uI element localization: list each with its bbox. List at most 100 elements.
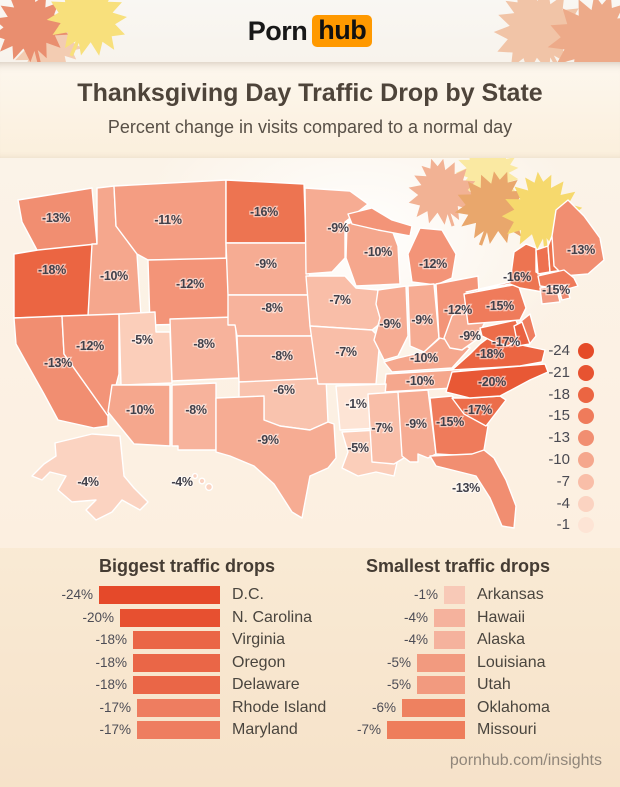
page-title: Thanksgiving Day Traffic Drop by State xyxy=(77,79,543,107)
state-connecticut xyxy=(539,285,561,305)
legend-color-dot xyxy=(578,408,594,425)
bar-state-name: Utah xyxy=(477,676,511,693)
legend-value: -15 xyxy=(548,407,570,425)
map-value-label-pa: -15% xyxy=(486,299,514,313)
legend-value: -21 xyxy=(548,363,570,381)
legend-value: -10 xyxy=(548,451,570,468)
bar-state-name: Delaware xyxy=(232,676,300,693)
map-value-label-ut: -5% xyxy=(131,333,153,347)
bar-percent-label: -18% xyxy=(95,677,127,692)
bar-percent-label: -20% xyxy=(82,609,114,625)
state-florida xyxy=(429,449,517,529)
legend-value: -18 xyxy=(548,385,570,403)
bar-percent-label: -5% xyxy=(386,677,411,692)
traffic-drop-bar xyxy=(402,698,465,717)
bar-percent-label: -17% xyxy=(99,699,131,715)
bar-percent-label: -18% xyxy=(95,654,127,670)
state-north-carolina xyxy=(445,363,549,399)
map-value-label-wy: -12% xyxy=(176,277,204,291)
traffic-drop-bar xyxy=(417,676,465,694)
map-value-label-la: -5% xyxy=(347,441,369,455)
traffic-drop-bar xyxy=(417,653,465,672)
legend-value: -4 xyxy=(556,494,570,512)
traffic-drop-bar xyxy=(434,608,465,627)
map-value-label-mt: -11% xyxy=(154,213,181,227)
map-value-label-az: -10% xyxy=(126,403,154,417)
state-texas xyxy=(215,395,337,519)
map-value-label-nc: -20% xyxy=(478,375,506,389)
legend-color-dot xyxy=(578,495,594,512)
map-labels: -13% -18% -13% -12% -10% -11% -12% -5% -8% -10% -8… xyxy=(37,204,597,497)
map-value-label-me: -13% xyxy=(567,243,595,257)
bar-percent-label: -7% xyxy=(356,722,381,737)
legend-color-dot xyxy=(578,473,594,490)
state-alabama xyxy=(397,389,437,463)
map-section: -13% -18% -13% -12% -10% -11% -12% -5% -8% -10% -8… xyxy=(0,158,620,548)
traffic-drop-bar xyxy=(444,586,465,604)
state-alaska xyxy=(31,433,149,521)
bar-state-name: D.C. xyxy=(232,586,264,603)
map-value-label-sd: -9% xyxy=(255,257,277,271)
traffic-drop-bar xyxy=(133,653,220,672)
state-missouri xyxy=(309,325,381,385)
bar-percent-label: -17% xyxy=(99,722,131,737)
map-value-label-ne: -8% xyxy=(261,301,283,315)
biggest-drops-title: Biggest traffic drops xyxy=(98,556,276,576)
state-pennsylvania xyxy=(463,283,527,325)
traffic-drop-bar xyxy=(120,608,220,627)
traffic-drop-bar xyxy=(137,721,220,739)
map-value-label-or: -18% xyxy=(38,263,66,277)
state-hawaii xyxy=(198,477,206,485)
map-value-label-mn: -9% xyxy=(327,221,349,235)
legend-value: -1 xyxy=(556,516,570,534)
map-value-label-ar: -1% xyxy=(345,397,367,411)
state-new-york xyxy=(465,243,559,295)
bar-state-name: Alaska xyxy=(477,631,526,648)
state-maine xyxy=(551,199,605,277)
map-value-label-nm: -8% xyxy=(185,403,207,417)
traffic-drop-bar xyxy=(99,586,220,604)
traffic-drop-bar xyxy=(133,676,220,694)
map-value-label-tx: -9% xyxy=(257,433,279,447)
header-band: Porn hub xyxy=(0,0,620,62)
map-value-label-ma: -15% xyxy=(542,283,570,297)
map-value-label-id: -10% xyxy=(100,269,128,283)
state-massachusetts xyxy=(537,269,579,291)
map-value-label-nv: -12% xyxy=(76,339,104,353)
map-value-label-ca: -13% xyxy=(44,356,72,370)
state-michigan-up xyxy=(347,207,413,237)
map-value-label-al: -9% xyxy=(405,417,427,431)
map-value-label-wi: -10% xyxy=(364,245,392,259)
bar-state-name: Oklahoma xyxy=(477,698,550,716)
logo-text-hub: hub xyxy=(312,15,373,47)
legend-color-dot xyxy=(578,364,594,381)
legend-value: -7 xyxy=(556,472,570,490)
map-value-label-ms: -7% xyxy=(371,421,393,435)
map-value-label-co: -8% xyxy=(193,337,215,351)
map-value-label-wa: -13% xyxy=(42,211,70,225)
legend-color-dot xyxy=(578,452,594,468)
state-mississippi xyxy=(367,391,405,465)
bar-state-name: Arkansas xyxy=(477,586,544,603)
bar-state-name: Virginia xyxy=(232,631,286,648)
traffic-drop-bar xyxy=(434,631,465,649)
bar-percent-label: -5% xyxy=(386,654,411,670)
page-subtitle: Percent change in visits compared to a n… xyxy=(107,117,513,137)
state-minnesota xyxy=(304,187,369,275)
footer-link: pornhub.com/insights xyxy=(449,752,602,769)
traffic-drop-bar xyxy=(137,698,220,717)
state-rhode-island xyxy=(557,284,571,301)
bar-percent-label: -18% xyxy=(95,632,127,647)
legend-value: -24 xyxy=(548,342,570,359)
map-value-label-ak: -4% xyxy=(77,475,99,489)
legend-color-dot xyxy=(578,517,594,534)
bar-percent-label: -4% xyxy=(403,609,428,625)
map-value-label-ny: -16% xyxy=(503,270,531,284)
bar-state-name: N. Carolina xyxy=(232,608,313,626)
logo-text-porn: Porn xyxy=(247,15,308,46)
state-new-mexico xyxy=(171,382,217,451)
bar-state-name: Oregon xyxy=(232,653,286,671)
legend-color-dot xyxy=(578,386,594,403)
bar-state-name: Missouri xyxy=(477,721,537,738)
